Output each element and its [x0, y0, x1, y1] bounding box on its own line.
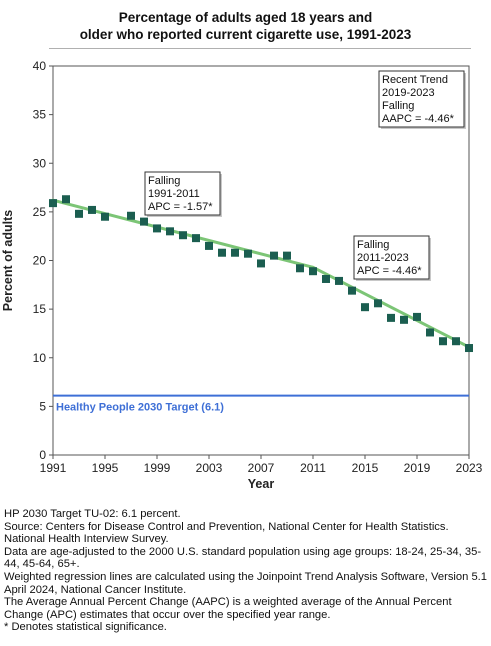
data-point-2019 — [413, 312, 421, 321]
y-tick-label-35: 35 — [33, 108, 47, 122]
x-tick-label-2023: 2023 — [456, 461, 483, 475]
target-label: Healthy People 2030 Target (6.1) — [56, 402, 224, 414]
data-point-2001 — [179, 231, 187, 240]
data-point-2002 — [192, 234, 200, 243]
footnote-source: Source: Centers for Disease Control and … — [4, 520, 449, 546]
footnote-regression: Weighted regression lines are calculated… — [4, 570, 487, 596]
x-tick-label-1991: 1991 — [40, 461, 67, 475]
x-tick-label-2019: 2019 — [404, 461, 431, 475]
y-tick-label-15: 15 — [33, 302, 47, 316]
footnote-aapc: The Average Annual Percent Change (AAPC)… — [4, 596, 452, 621]
y-tick-label-25: 25 — [33, 205, 47, 219]
title-divider — [49, 48, 471, 49]
data-point-2012 — [322, 274, 330, 283]
annotation-1-line-1: Falling — [148, 175, 180, 187]
annotation-3-line-4: AAPC = -4.46* — [382, 113, 455, 125]
data-point-1998 — [140, 217, 148, 226]
y-tick-label-0: 0 — [39, 448, 46, 462]
chart-title: Percentage of adults aged 18 years and o… — [0, 9, 491, 43]
x-tick-label-1995: 1995 — [92, 461, 119, 475]
annotation-box-3 — [378, 70, 465, 128]
data-point-2004 — [218, 248, 226, 257]
x-tick-label-2003: 2003 — [196, 461, 223, 475]
data-point-2009 — [283, 251, 291, 260]
y-tick-label-20: 20 — [33, 254, 47, 268]
x-tick-label-1999: 1999 — [144, 461, 171, 475]
data-point-2010 — [296, 264, 304, 273]
data-point-2000 — [166, 227, 174, 236]
footnote-target: HP 2030 Target TU-02: 6.1 percent. — [4, 508, 181, 520]
data-point-2015 — [361, 303, 369, 312]
x-axis-label: Year — [248, 477, 275, 491]
data-point-2013 — [335, 276, 343, 285]
annotation-1-line-3: APC = -1.57* — [148, 201, 213, 213]
data-point-2005 — [231, 248, 239, 257]
data-point-2022 — [452, 337, 460, 346]
data-point-2017 — [387, 313, 395, 322]
line-chart: 0 5 10 15 20 25 30 35 40 1991 1995 1999 2003 2007 2011… — [1, 59, 483, 491]
data-point-1994 — [88, 205, 96, 214]
annotation-2-line-2: 2011-2023 — [357, 252, 409, 264]
footnote-significance: * Denotes statistical significance. — [4, 621, 167, 634]
y-tick-label-10: 10 — [33, 351, 47, 365]
x-tick-label-2007: 2007 — [248, 461, 275, 475]
data-point-1992 — [62, 195, 70, 204]
data-point-2023 — [465, 344, 473, 353]
annotation-3-line-3: Falling — [382, 100, 414, 112]
annotation-2-line-1: Falling — [357, 239, 389, 251]
data-point-2020 — [426, 328, 434, 337]
annotation-1-line-2: 1991-2011 — [148, 188, 200, 200]
chart-title-line-2: older who reported current cigarette use… — [79, 27, 412, 42]
data-point-1995 — [101, 212, 109, 221]
x-tick-label-2015: 2015 — [352, 461, 379, 475]
y-axis-label: Percent of adults — [1, 210, 15, 311]
data-point-2008 — [270, 251, 278, 260]
data-point-2014 — [348, 286, 356, 295]
data-point-2006 — [244, 249, 252, 258]
y-tick-label-5: 5 — [39, 399, 46, 413]
chart-footnotes: HP 2030 Target TU-02: 6.1 percent. Sourc… — [4, 508, 490, 634]
footnote-age-adjust: Data are age-adjusted to the 2000 U.S. s… — [4, 545, 482, 571]
data-point-2007 — [257, 259, 265, 268]
annotation-box-2 — [353, 235, 430, 280]
data-point-2021 — [439, 337, 447, 346]
data-point-2003 — [205, 241, 213, 250]
data-point-2018 — [400, 315, 408, 324]
data-point-1997 — [127, 211, 135, 220]
data-point-2016 — [374, 299, 382, 308]
x-tick-label-2011: 2011 — [300, 461, 326, 475]
y-tick-label-30: 30 — [33, 156, 47, 170]
annotation-2-line-3: APC = -4.46* — [357, 265, 422, 277]
data-point-2011 — [309, 267, 317, 276]
chart-title-line-1: Percentage of adults aged 18 years and — [118, 10, 373, 25]
data-point-1999 — [153, 224, 161, 233]
annotation-3-line-2: 2019-2023 — [382, 87, 435, 99]
annotation-box-1 — [144, 171, 221, 216]
y-tick-label-40: 40 — [33, 59, 47, 73]
data-point-1993 — [75, 209, 83, 218]
annotation-3-line-1: Recent Trend — [382, 74, 448, 86]
data-point-1991 — [49, 199, 57, 208]
